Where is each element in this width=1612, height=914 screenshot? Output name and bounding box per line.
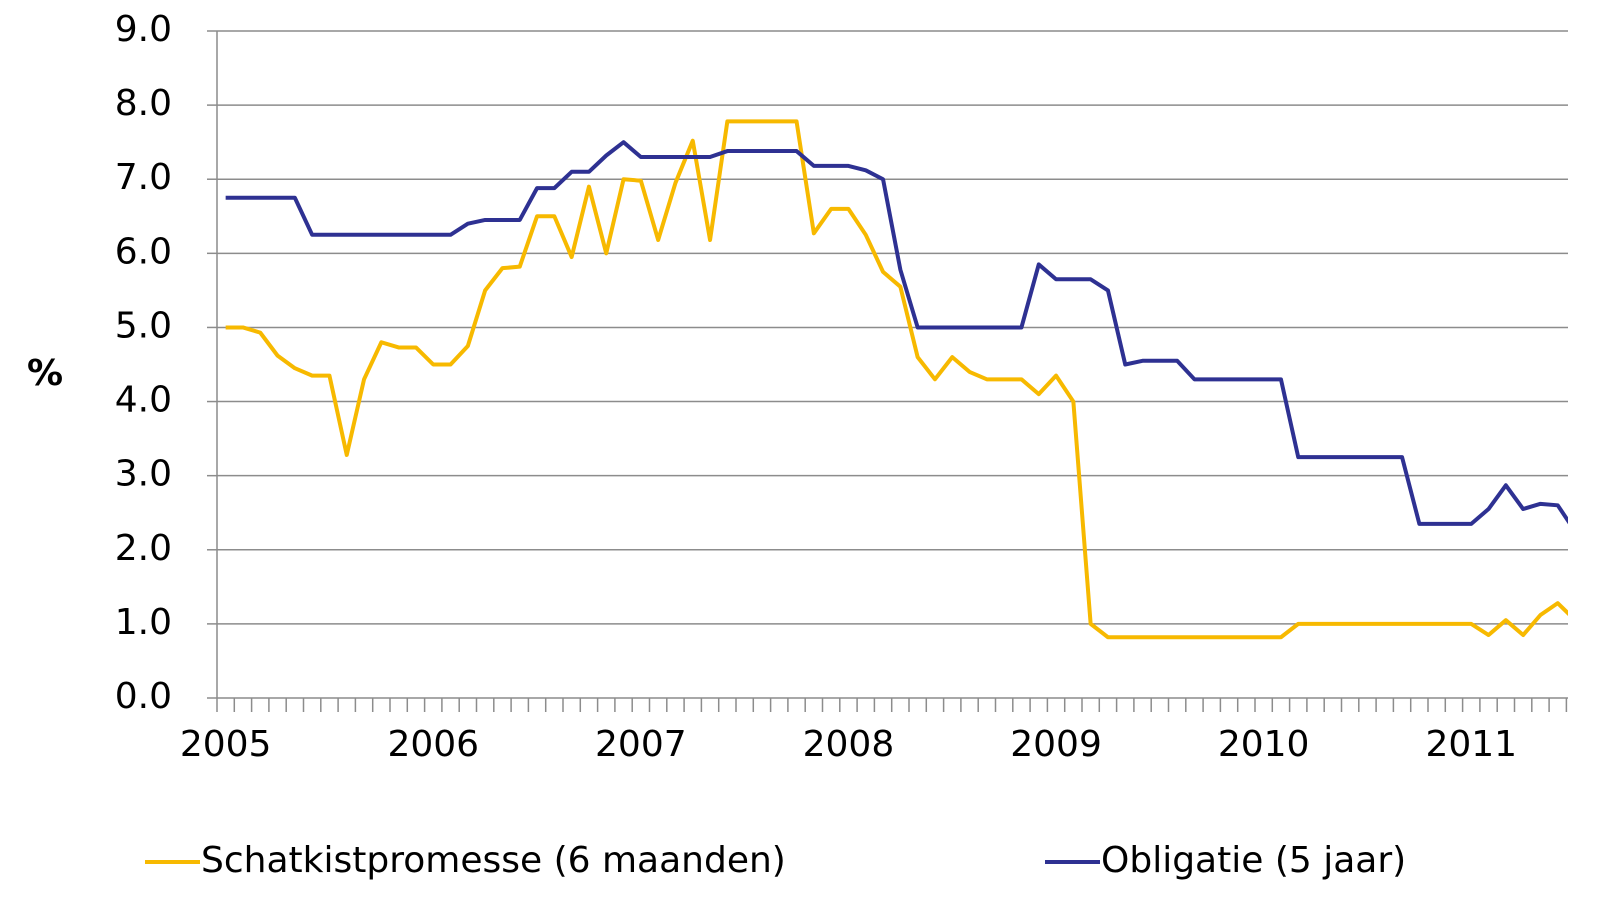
x-tick-label: 2008 <box>803 724 895 765</box>
x-tick-label: 2007 <box>595 724 687 765</box>
y-tick-label: 1.0 <box>115 602 172 643</box>
x-tick-label: 2006 <box>387 724 479 765</box>
y-tick-label: 0.0 <box>115 676 172 717</box>
y-tick-label: 6.0 <box>115 231 172 272</box>
series-line <box>225 140 1568 526</box>
x-tick-label: 2011 <box>1425 724 1517 765</box>
series-line <box>225 119 1568 640</box>
y-tick-label: 9.0 <box>115 9 172 50</box>
x-tick-label: 2010 <box>1218 724 1310 765</box>
plot-area <box>216 30 1568 712</box>
legend-label: Schatkistpromesse (6 maanden) <box>201 840 786 881</box>
y-tick-label: 7.0 <box>115 157 172 198</box>
x-tick-label: 2009 <box>1010 724 1102 765</box>
y-tick-label: 3.0 <box>115 454 172 495</box>
y-tick-label: 8.0 <box>115 83 172 124</box>
y-tick-label: 2.0 <box>115 528 172 569</box>
legend-label: Obligatie (5 jaar) <box>1101 840 1406 881</box>
y-tick-label: 4.0 <box>115 380 172 421</box>
y-tick-label: 5.0 <box>115 305 172 346</box>
y-axis-label: % <box>27 353 63 394</box>
x-tick-label: 2005 <box>180 724 272 765</box>
